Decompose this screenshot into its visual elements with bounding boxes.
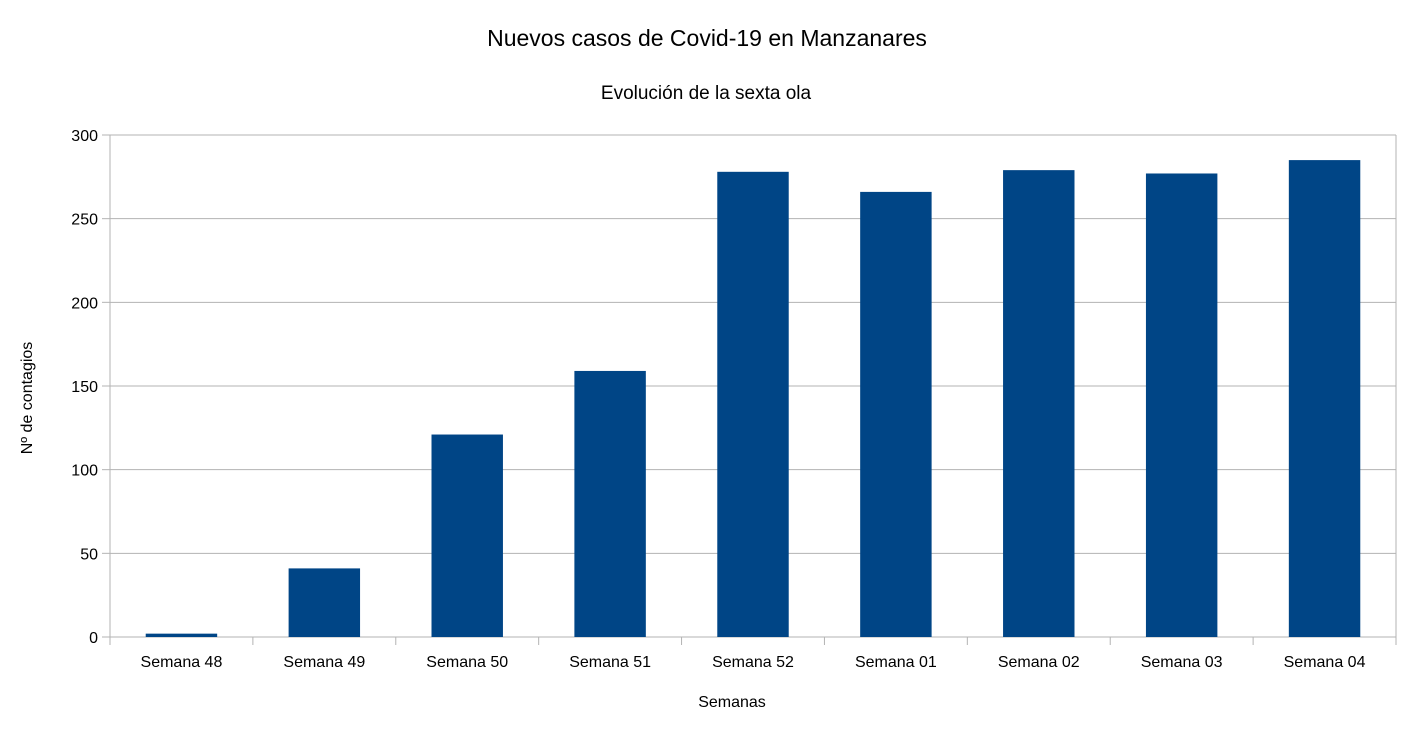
- bar: [1003, 170, 1075, 637]
- x-tick-label: Semana 04: [1284, 654, 1366, 671]
- y-tick-label: 50: [80, 546, 98, 563]
- chart-subtitle: Evolución de la sexta ola: [601, 83, 812, 104]
- x-tick-label: Semana 48: [141, 654, 223, 671]
- y-tick-label: 250: [71, 212, 98, 229]
- x-tick-label: Semana 03: [1141, 654, 1223, 671]
- y-axis-title: Nº de contagios: [19, 342, 36, 455]
- y-tick-label: 150: [71, 379, 98, 396]
- bar: [1288, 160, 1361, 637]
- y-tick-label: 100: [71, 463, 98, 480]
- bar: [145, 633, 218, 637]
- bar: [860, 191, 932, 638]
- x-tick-labels: Semana 48 Semana 49 Semana 50 Semana 51 Sema…: [141, 654, 1366, 671]
- bar: [431, 434, 503, 637]
- x-tick-label: Semana 50: [426, 654, 508, 671]
- x-tick-label: Semana 49: [283, 654, 365, 671]
- y-tick-label: 300: [71, 128, 98, 145]
- y-tick-labels: 0 50 100 150 200 250 300: [71, 128, 98, 647]
- bar: [1145, 173, 1218, 637]
- x-tick-label: Semana 52: [712, 654, 794, 671]
- x-tick-label: Semana 51: [569, 654, 651, 671]
- bar: [717, 171, 789, 637]
- bar: [288, 568, 361, 637]
- bar: [574, 370, 646, 637]
- bars: [145, 160, 1361, 638]
- chart-title: Nuevos casos de Covid-19 en Manzanares: [487, 25, 927, 51]
- x-axis-title: Semanas: [698, 694, 766, 711]
- axes: [102, 134, 1397, 645]
- x-tick-label: Semana 01: [855, 654, 937, 671]
- y-tick-label: 0: [89, 630, 98, 647]
- x-tick-label: Semana 02: [998, 654, 1080, 671]
- y-tick-label: 200: [71, 295, 98, 312]
